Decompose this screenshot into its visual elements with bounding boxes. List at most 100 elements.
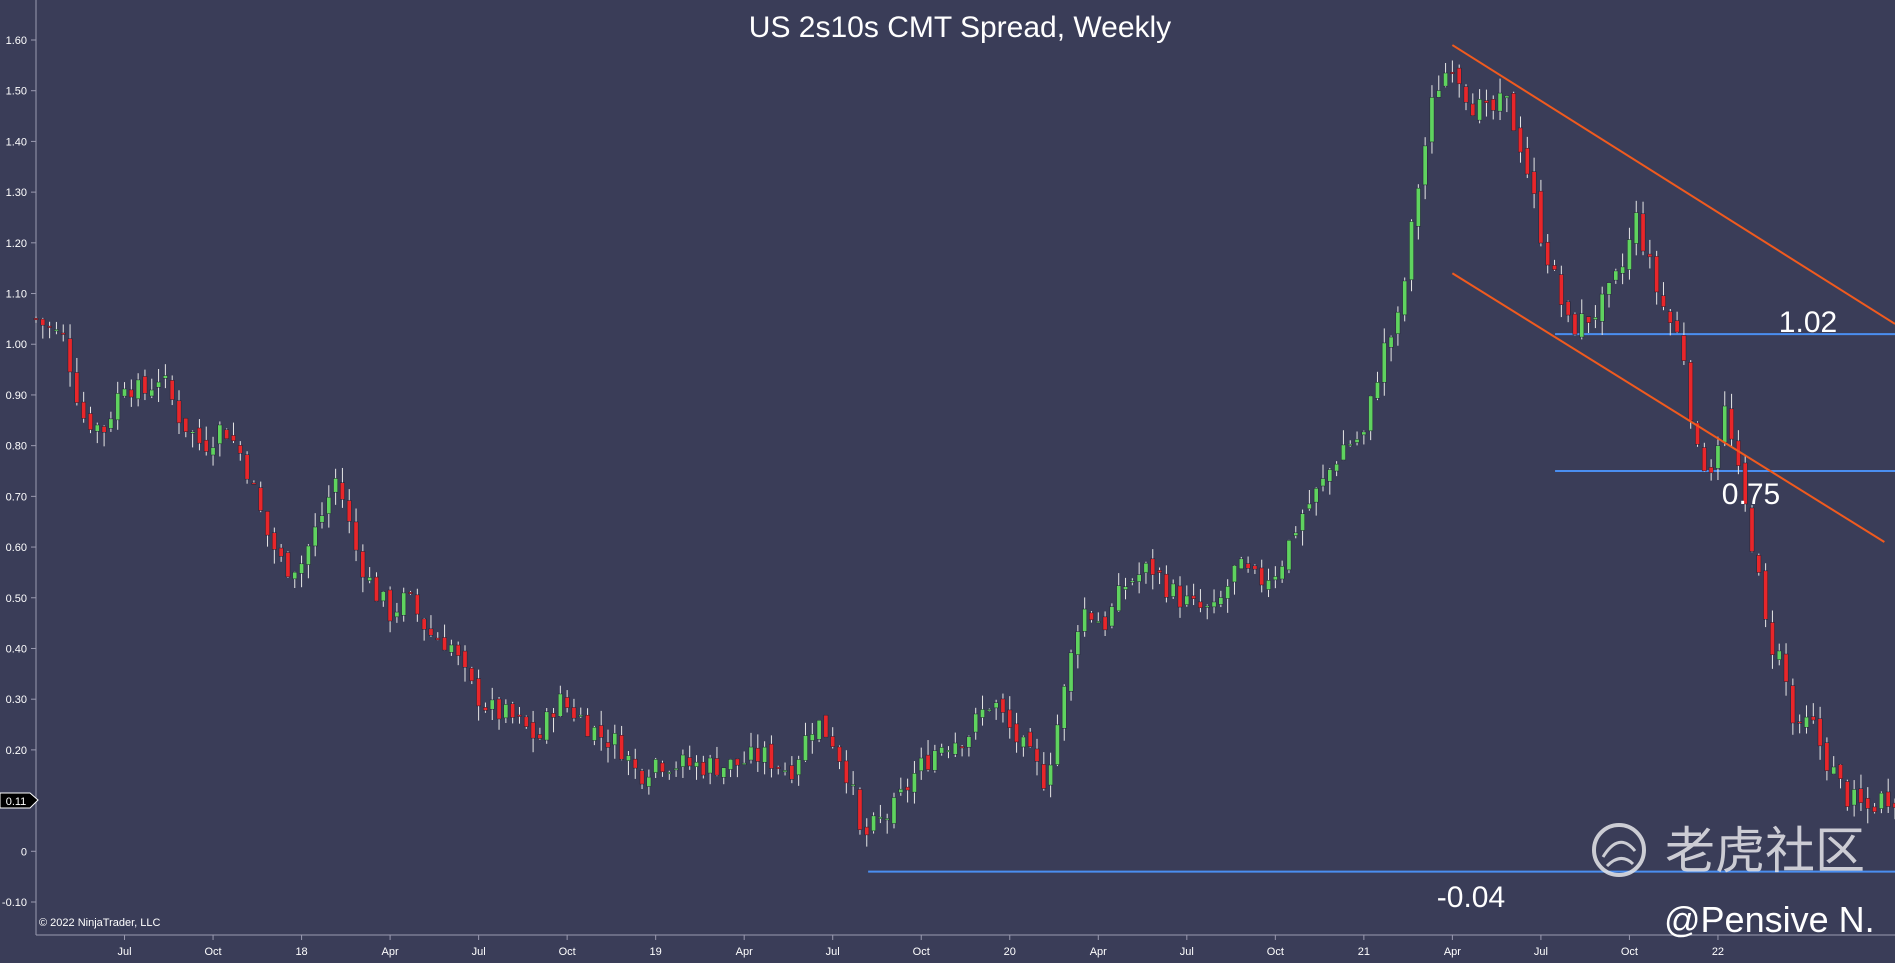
candle-body — [190, 431, 195, 434]
candle-body — [707, 757, 713, 774]
candle-body — [1688, 362, 1694, 422]
candle-body — [1715, 445, 1721, 469]
candle-body — [714, 758, 720, 776]
x-tick-label: Apr — [382, 946, 399, 958]
candle-body — [1851, 789, 1857, 806]
candle-body — [408, 591, 413, 594]
candle-body — [728, 759, 733, 770]
y-tick-label: 0.50 — [6, 593, 27, 605]
candle-body — [1627, 239, 1632, 270]
candle-body — [510, 703, 516, 718]
candle-body — [1198, 601, 1203, 609]
candle-body — [1695, 422, 1700, 445]
candle-body — [946, 750, 951, 753]
candle-body — [1722, 405, 1728, 443]
candle-body — [1313, 488, 1319, 503]
candle-body — [1307, 503, 1312, 510]
candle-body — [414, 594, 420, 615]
candle-body — [619, 735, 624, 760]
candle-body — [1116, 585, 1122, 612]
candle-body — [1606, 282, 1612, 295]
candle-body — [905, 786, 910, 791]
candle-body — [721, 767, 727, 778]
candle-body — [1524, 147, 1530, 175]
candle-body — [789, 765, 795, 780]
candle-body — [837, 746, 842, 762]
y-tick-label: 0.80 — [6, 441, 27, 453]
candle-body — [1320, 478, 1326, 487]
candle-body — [237, 445, 243, 454]
candle-body — [700, 761, 706, 776]
candle-body — [646, 776, 652, 787]
level-label-0-75: 0.75 — [1722, 478, 1780, 511]
candle-body — [1804, 716, 1809, 728]
candle-body — [306, 545, 311, 565]
candle-body — [1579, 313, 1585, 338]
candle-body — [1763, 570, 1768, 620]
candle-body — [1279, 566, 1285, 580]
last-value-marker — [0, 792, 39, 809]
candle-body — [449, 644, 454, 653]
candle-body — [47, 325, 52, 328]
candle-body — [442, 637, 447, 651]
candle-body — [523, 716, 529, 727]
x-tick-label: Apr — [1090, 946, 1107, 958]
candle-body — [884, 818, 890, 821]
y-tick-label: 0.30 — [6, 694, 27, 706]
y-tick-label: 0.90 — [6, 390, 27, 402]
candle-body — [1497, 92, 1503, 112]
candle-body — [537, 734, 543, 739]
candle-body — [40, 318, 46, 326]
copyright-text: © 2022 NinjaTrader, LLC — [39, 917, 160, 929]
candle-body — [592, 726, 597, 741]
candle-body — [1552, 265, 1557, 270]
channel-line — [1451, 272, 1885, 543]
candle-body — [1252, 565, 1258, 570]
candle-body — [1661, 295, 1666, 307]
candle-body — [585, 714, 590, 737]
candle-body — [912, 773, 917, 793]
candle-body — [1048, 764, 1053, 786]
candle-body — [333, 478, 338, 493]
candle-body — [360, 551, 366, 578]
candle-body — [1259, 567, 1265, 586]
candle-body — [176, 400, 182, 424]
candle-body — [1102, 616, 1108, 631]
candle-body — [735, 758, 740, 766]
candle-body — [1838, 764, 1843, 779]
x-tick-label: Oct — [1621, 946, 1638, 958]
y-tick-label: 1.00 — [6, 339, 27, 351]
candle-body — [571, 707, 577, 719]
y-axis: -0.10 0 0.20 0.30 0.40 0.50 0.60 0.70 0.80 0.90 1.… — [2, 35, 36, 909]
candle-body — [265, 511, 270, 536]
candle-body — [1388, 336, 1394, 348]
candle-body — [612, 733, 618, 746]
candle-body — [1463, 86, 1469, 103]
candle-body — [1674, 320, 1680, 333]
candle-body — [346, 500, 352, 522]
candle-body — [1647, 253, 1653, 258]
candle-body — [973, 713, 979, 733]
candle-body — [878, 816, 883, 819]
candle-body — [489, 699, 495, 710]
y-tick-label: 0.20 — [6, 745, 27, 757]
candle-body — [517, 714, 522, 717]
candle-body — [850, 784, 856, 787]
candle-body — [1858, 788, 1864, 803]
x-tick-label: 19 — [650, 946, 662, 958]
candle-body — [687, 757, 693, 767]
candle-body — [169, 380, 175, 400]
candle-body — [1667, 311, 1673, 323]
candle-body — [1490, 99, 1496, 111]
x-tick-label: 22 — [1712, 946, 1724, 958]
candle-body — [1770, 622, 1775, 655]
candle-body — [1272, 576, 1278, 581]
candle-body — [483, 707, 488, 711]
candle-body — [278, 547, 284, 557]
candle-body — [1844, 781, 1850, 807]
candle-body — [1218, 597, 1224, 605]
candle-body — [203, 439, 209, 452]
candle-body — [496, 698, 502, 720]
candle-body — [741, 762, 747, 765]
candle-body — [605, 742, 611, 748]
